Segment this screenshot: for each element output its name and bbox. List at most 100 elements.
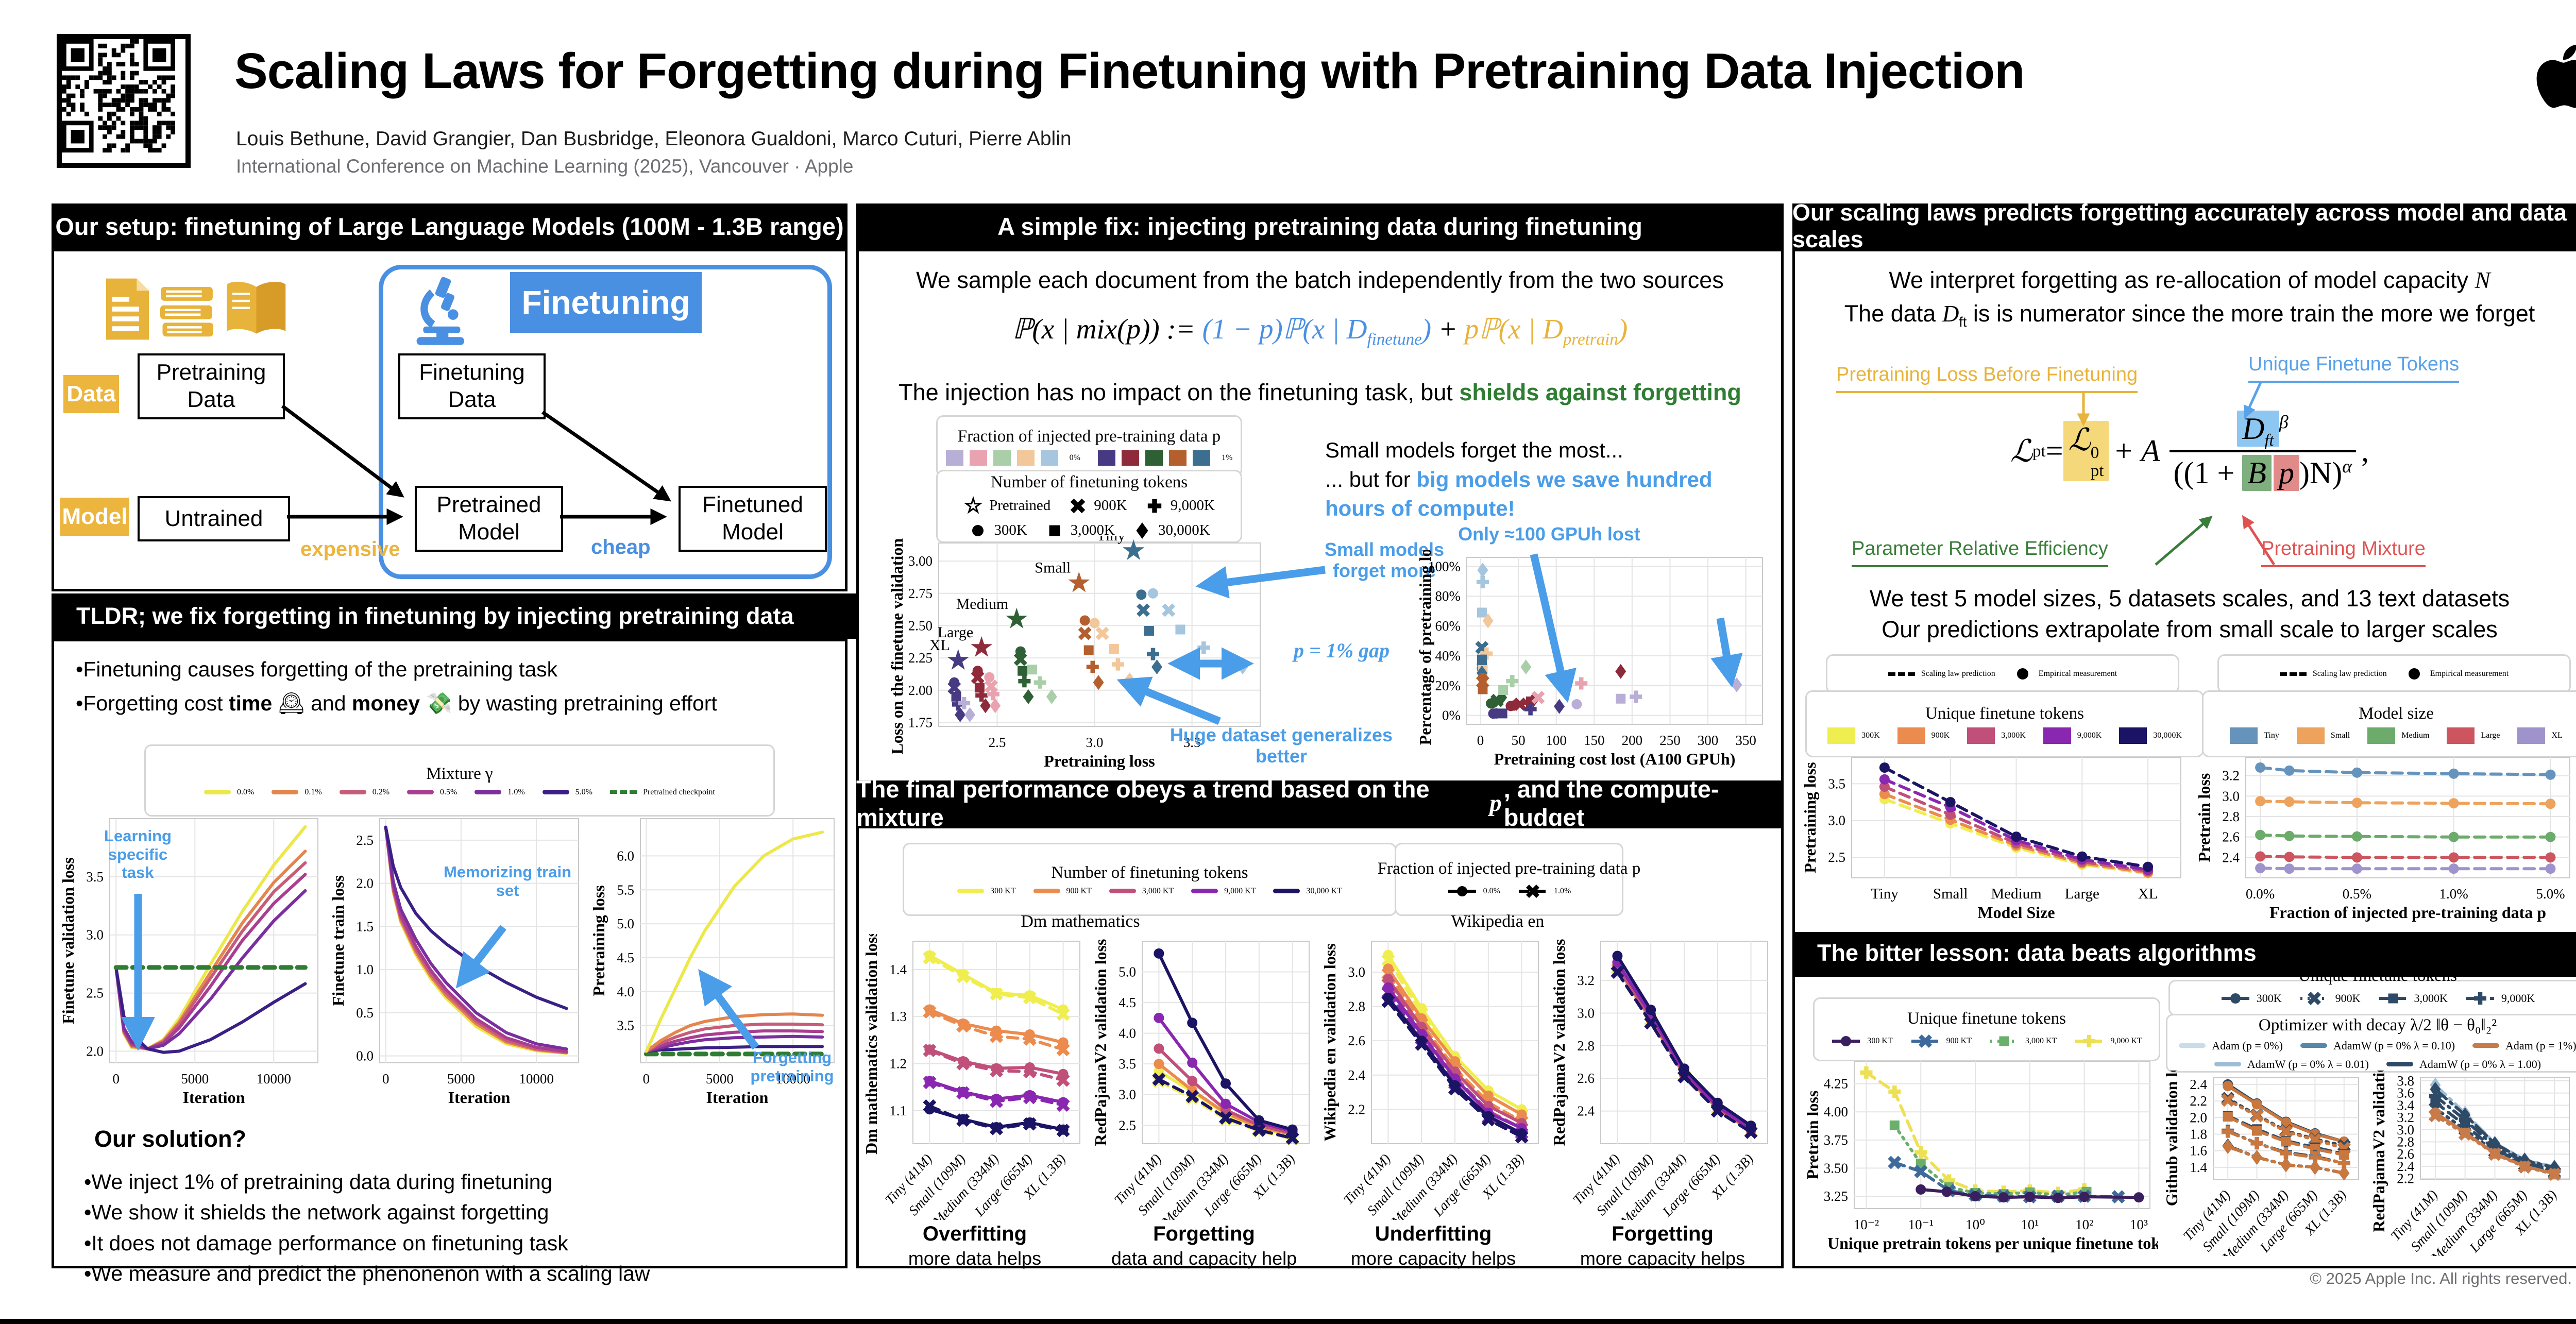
annotation-small-models: Small models forget more (1324, 539, 1445, 582)
svg-text:1.4: 1.4 (2190, 1160, 2207, 1175)
svg-text:3.0: 3.0 (1828, 813, 1845, 828)
svg-text:0.0: 0.0 (356, 1048, 374, 1064)
svg-text:Pretraining loss: Pretraining loss (589, 885, 608, 996)
svg-text:2.6: 2.6 (1348, 1033, 1365, 1048)
svg-text:0: 0 (1477, 733, 1484, 748)
books-icon (160, 286, 214, 337)
pretraining-loss-chart: 3.5 4.0 4.5 5.0 5.5 6.0 0 5000 10000 Pretraining … (589, 811, 842, 1110)
untrained-box: Untrained (138, 496, 290, 541)
svg-text:0: 0 (643, 1071, 650, 1087)
hl-pretraining-loss: ℒ 0 pt (2063, 421, 2109, 481)
svg-text:60%: 60% (1435, 618, 1461, 634)
col2-trend-bar: The final performance obeys a trend base… (856, 775, 1784, 831)
finetuning-data-box: Finetuning Data (398, 353, 546, 419)
law-vs-model-chart: 2.5 3.0 3.5 Tiny Small Medium Large XL Pretraini… (1800, 750, 2189, 925)
finetuned-model-box: Finetuned Model (679, 486, 827, 552)
hl-p: p (2273, 455, 2299, 491)
scaling-law-box: We interpret forgetting as re-allocation… (1792, 249, 2576, 935)
test-text-2: Our predictions extrapolate from small s… (1882, 616, 2498, 642)
svg-text:2.5: 2.5 (86, 986, 104, 1001)
svg-text:4.00: 4.00 (1824, 1104, 1848, 1119)
svg-text:Loss on the finetune validatio: Loss on the finetune validation set (888, 536, 906, 754)
svg-text:2.75: 2.75 (908, 586, 933, 601)
svg-text:100%: 100% (1428, 558, 1461, 574)
finetune-train-chart: 0.0 0.5 1.0 1.5 2.0 2.5 0 5000 10000 Finetune tra… (328, 811, 587, 1110)
svg-text:4.0: 4.0 (617, 984, 634, 999)
svg-text:1.6: 1.6 (2190, 1143, 2207, 1159)
group-label-dm: Dm mathematics (1021, 912, 1140, 931)
caption-forgetting1: Forgetting data and capacity help (1111, 1223, 1297, 1269)
svg-text:1.8: 1.8 (2190, 1126, 2207, 1142)
tokens-line-legend: Number of finetuning tokens 300 KT 900 KT 3… (903, 843, 1397, 916)
data-tag: Data (63, 375, 119, 413)
label-pretraining-loss: Pretraining Loss Before Finetuning (1836, 364, 2138, 393)
svg-text:20%: 20% (1435, 678, 1461, 693)
col2-header-text: A simple fix: injecting pretraining data… (997, 212, 1642, 240)
svg-text:3.2: 3.2 (1577, 973, 1595, 988)
svg-text:4.25: 4.25 (1824, 1076, 1848, 1092)
svg-text:50: 50 (1512, 733, 1526, 748)
svg-text:XL: XL (929, 637, 950, 654)
annotation-huge-dataset: Huge dataset generalizes better (1170, 724, 1393, 767)
annotation-learning: Learning specific task (104, 827, 172, 882)
svg-text:2.8: 2.8 (1348, 999, 1365, 1014)
svg-text:Tiny: Tiny (1097, 536, 1126, 544)
rpj-forget-chart: 2.5 3.0 3.5 4.0 4.5 5.0 Tiny (41M) Small (109M)… (1091, 934, 1317, 1229)
fit-legend-2: Scaling law prediction Empirical measurem… (2217, 654, 2571, 693)
svg-text:10000: 10000 (519, 1071, 554, 1087)
svg-text:Model Size: Model Size (1977, 903, 2055, 922)
injection-box: We sample each document from the batch i… (856, 249, 1784, 784)
svg-text:2.0: 2.0 (2190, 1110, 2207, 1125)
svg-text:Pretraining loss: Pretraining loss (1044, 752, 1155, 770)
tokens-patch-legend: Unique finetune tokens 300K 900K 3,000K 9,00… (1805, 690, 2204, 757)
finetuning-data-text: Finetuning Data (419, 360, 525, 412)
svg-text:2.0: 2.0 (356, 876, 374, 891)
svg-text:2.4: 2.4 (2222, 850, 2240, 865)
svg-text:1.5: 1.5 (356, 919, 374, 934)
annotation-only100: Only ≈100 GPUh lost (1458, 523, 1640, 545)
bitter-bar-text: The bitter lesson: data beats algorithms (1817, 940, 2257, 966)
svg-text:Medium: Medium (1991, 886, 2042, 902)
copyright: © 2025 Apple Inc. All rights reserved. (2310, 1269, 2572, 1287)
svg-text:10⁰: 10⁰ (1965, 1217, 1985, 1232)
svg-text:3.25: 3.25 (1824, 1189, 1848, 1204)
apple-logo-icon (2536, 44, 2576, 108)
pretraining-data-box: Pretraining Data (138, 353, 285, 419)
problem-bullets: •Finetuning causes forgetting of the pre… (76, 653, 717, 720)
svg-text:2.8: 2.8 (1577, 1038, 1595, 1054)
cheap-label: cheap (591, 536, 651, 558)
conference: International Conference on Machine Lear… (236, 156, 854, 177)
svg-text:2.00: 2.00 (908, 683, 933, 698)
mix-formula: ℙ(x | mix(p)) := (1 − p)ℙ(x | Dfinetune)… (1012, 313, 1628, 349)
formula-lhs: ℙ(x | mix(p)) := (1012, 313, 1202, 345)
svg-text:0: 0 (382, 1071, 389, 1087)
svg-text:2.2: 2.2 (1348, 1101, 1365, 1117)
svg-text:Percentage of pretraining lost: Percentage of pretraining lost (1416, 550, 1434, 745)
svg-text:1.4: 1.4 (889, 962, 907, 977)
svg-text:2.4: 2.4 (1348, 1067, 1365, 1083)
github-chart: 1.4 1.6 1.8 2.0 2.2 2.4 Tiny (41M) Small (109M)… (2162, 1051, 2367, 1265)
svg-text:2.8: 2.8 (2397, 1134, 2414, 1149)
optimizer-legend: Optimizer with decay λ/2 ‖θ − θ₀‖₂² Adam … (2166, 1014, 2576, 1073)
formula-finetune-term: (1 − p)ℙ(x | D (1202, 313, 1367, 345)
pct-lost-scatter: 0% 20% 40% 60% 80% 100% 0 50 100 150 200 250 300 350 P… (1415, 536, 1771, 772)
note-text: Small models forget the most... ... but … (1325, 438, 1713, 521)
fraction-line-legend: Fraction of injected pre-training data p… (1378, 843, 1640, 916)
label-pretraining-mixture: Pretraining Mixture (2261, 538, 2426, 567)
document-icon (106, 278, 149, 340)
bullet-1: •Finetuning causes forgetting of the pre… (76, 657, 558, 681)
svg-text:300: 300 (1698, 733, 1719, 748)
svg-text:0.5: 0.5 (356, 1005, 374, 1021)
svg-text:3.0: 3.0 (2397, 1122, 2414, 1138)
svg-text:Wikipedia en validation loss: Wikipedia en validation loss (1320, 943, 1339, 1141)
svg-text:3.2: 3.2 (2222, 768, 2240, 784)
pretrained-model-text: Pretrained Model (436, 492, 541, 545)
svg-text:2.0: 2.0 (86, 1043, 104, 1059)
svg-text:5000: 5000 (706, 1071, 734, 1087)
col3-header-text: Our scaling laws predicts forgetting acc… (1792, 199, 2567, 252)
sampling-text: We sample each document from the batch i… (916, 267, 1724, 293)
setup-diagram-box: Finetuning (52, 249, 848, 591)
svg-text:10³: 10³ (2130, 1217, 2148, 1232)
svg-text:3.0: 3.0 (1086, 735, 1104, 750)
